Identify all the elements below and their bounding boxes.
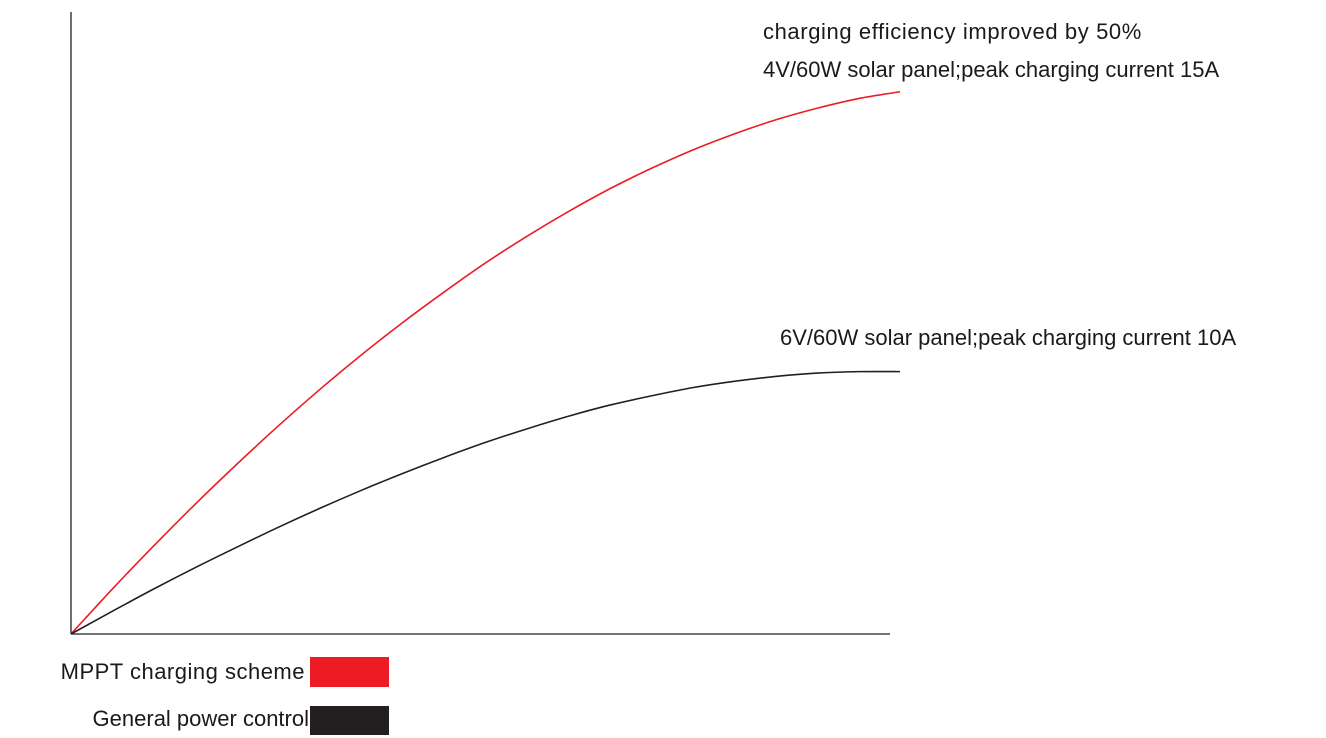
annotation-efficiency: charging efficiency improved by 50%: [763, 19, 1142, 44]
legend-label-mppt: MPPT charging scheme: [61, 659, 305, 684]
legend-swatch-mppt: [310, 657, 389, 687]
legend-swatch-general: [310, 706, 389, 735]
series-line-general: [70, 370, 901, 635]
series-line-mppt: [70, 90, 901, 635]
legend-label-general: General power control: [93, 706, 309, 731]
annotation-mppt-panel: 4V/60W solar panel;peak charging current…: [763, 57, 1219, 82]
annotation-general-panel: 6V/60W solar panel;peak charging current…: [780, 325, 1236, 350]
